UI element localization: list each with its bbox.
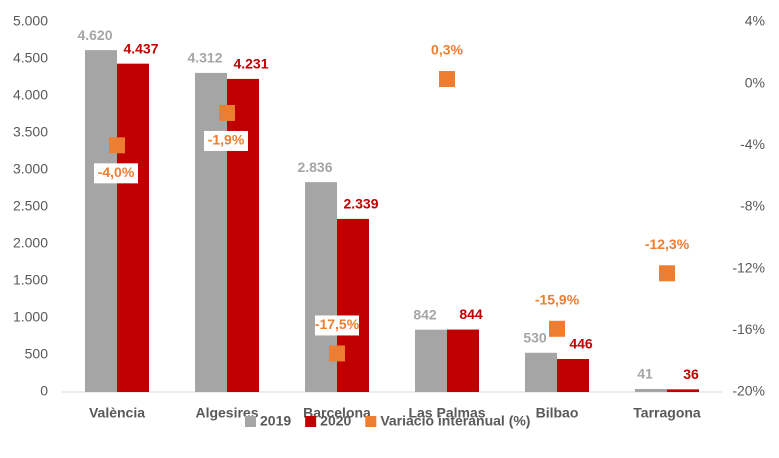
y2-tick-label: -20% xyxy=(732,383,765,399)
bar xyxy=(227,78,259,392)
x-tick-label: València xyxy=(89,405,145,421)
x-tick-label: Tarragona xyxy=(633,405,701,421)
bar xyxy=(447,329,479,392)
x-tick-label: Las Palmas xyxy=(408,405,485,421)
data-label: 844 xyxy=(459,306,483,322)
y-tick-label: 1.000 xyxy=(13,309,48,325)
data-label: 4.437 xyxy=(123,40,158,56)
y2-tick-label: 4% xyxy=(745,13,765,29)
data-label: 2.339 xyxy=(343,196,378,212)
legend-label: 2019 xyxy=(260,413,291,429)
y-tick-label: 3.000 xyxy=(13,161,48,177)
bar xyxy=(85,50,117,393)
data-label: 530 xyxy=(523,329,547,345)
label-bg xyxy=(425,41,469,62)
bar xyxy=(525,352,557,392)
legend-swatch xyxy=(365,416,377,427)
y-tick-label: 0 xyxy=(40,383,48,399)
data-label: -12,3% xyxy=(645,236,690,252)
data-label: 446 xyxy=(569,336,593,352)
bar xyxy=(557,358,589,392)
y-tick-label: 2.500 xyxy=(13,198,48,214)
label-bg xyxy=(315,315,359,336)
data-label: 4.231 xyxy=(233,56,268,72)
y-tick-label: 3.500 xyxy=(13,124,48,140)
marker xyxy=(109,137,125,154)
data-label: 842 xyxy=(413,306,437,322)
x-tick-label: Barcelona xyxy=(303,405,371,421)
y-tick-label: 500 xyxy=(25,346,49,362)
data-label: 4.620 xyxy=(77,27,112,43)
marker xyxy=(329,345,345,362)
data-label: 0,3% xyxy=(431,42,463,58)
x-tick-label: Algesires xyxy=(195,405,258,421)
bar xyxy=(337,218,369,392)
data-label: -4,0% xyxy=(98,164,135,180)
data-label: 41 xyxy=(637,366,653,382)
y-tick-label: 2.000 xyxy=(13,235,48,251)
bar xyxy=(415,329,447,392)
y-tick-label: 5.000 xyxy=(13,13,48,29)
data-label: 36 xyxy=(683,366,699,382)
bar xyxy=(117,63,149,393)
legend-label: 2020 xyxy=(320,413,351,429)
marker xyxy=(439,71,455,88)
marker xyxy=(659,265,675,282)
label-bg xyxy=(535,290,579,311)
x-tick-label: Bilbao xyxy=(536,405,579,421)
y2-tick-label: 0% xyxy=(745,74,765,90)
marker xyxy=(219,104,235,121)
y-tick-label: 4.000 xyxy=(13,87,48,103)
data-label: -17,5% xyxy=(315,316,360,332)
bar xyxy=(635,388,667,392)
y2-tick-label: -8% xyxy=(740,198,765,214)
y-tick-label: 4.500 xyxy=(13,50,48,66)
data-label: 4.312 xyxy=(187,50,222,66)
legend-swatch xyxy=(305,416,317,427)
label-bg xyxy=(645,235,689,256)
y2-tick-label: -16% xyxy=(732,321,765,337)
y2-tick-label: -12% xyxy=(732,259,765,275)
y2-tick-label: -4% xyxy=(740,136,765,152)
legend-swatch xyxy=(245,416,256,427)
data-label: -15,9% xyxy=(535,291,580,307)
y-tick-label: 1.500 xyxy=(13,272,48,288)
data-label: 2.836 xyxy=(297,159,332,175)
label-bg xyxy=(94,163,138,184)
marker xyxy=(549,320,565,337)
label-bg xyxy=(204,130,248,151)
bar xyxy=(195,72,227,393)
legend-label: Variació interanual (%) xyxy=(380,413,530,429)
data-label: -1,9% xyxy=(208,132,245,148)
bar xyxy=(667,389,699,392)
